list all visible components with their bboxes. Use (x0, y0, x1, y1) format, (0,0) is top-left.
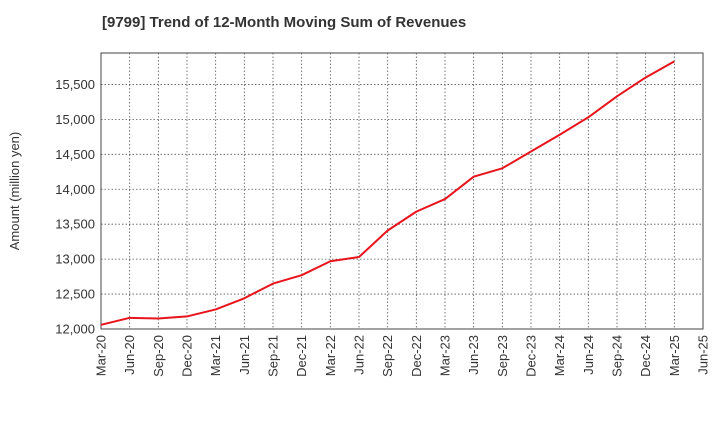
y-tick-label: 15,500 (55, 77, 95, 92)
grid-lines (100, 53, 704, 330)
x-tick-label: Dec-23 (524, 335, 539, 377)
x-tick-label: Sep-20 (151, 335, 166, 377)
y-tick-label: 14,500 (55, 147, 95, 162)
y-tick-label: 14,000 (55, 182, 95, 197)
x-tick-label: Sep-22 (380, 335, 395, 377)
x-tick-label: Sep-24 (610, 335, 625, 377)
x-tick-label: Dec-22 (409, 335, 424, 377)
x-tick-label: Jun-23 (466, 335, 481, 375)
y-tick-label: 12,500 (55, 287, 95, 302)
series-layer (100, 60, 675, 326)
x-tick-label: Mar-23 (438, 335, 453, 376)
x-tick-labels: Mar-20 Jun-20 Sep-20 Dec-20 Mar-21 Jun-21 Sep-… (94, 335, 711, 377)
y-tick-label: 13,000 (55, 252, 95, 267)
x-tick-label: Mar-24 (552, 335, 567, 376)
x-tick-label: Sep-23 (495, 335, 510, 377)
y-tick-label: 15,000 (55, 112, 95, 127)
x-tick-label: Dec-24 (638, 335, 653, 377)
x-tick-label: Jun-22 (352, 335, 367, 375)
plot-frame (100, 52, 704, 330)
x-tick-label: Mar-20 (94, 335, 109, 376)
y-tick-label: 12,000 (55, 322, 95, 337)
x-tick-label: Jun-24 (581, 335, 596, 375)
x-tick-label: Jun-20 (122, 335, 137, 375)
x-tick-label: Sep-21 (266, 335, 281, 377)
x-tick-label: Mar-22 (323, 335, 338, 376)
series-line (100, 60, 675, 326)
y-axis-title: Amount (million yen) (7, 132, 22, 251)
y-tick-label: 13,500 (55, 217, 95, 232)
x-tick-label: Dec-21 (294, 335, 309, 377)
chart-title: [9799] Trend of 12-Month Moving Sum of R… (102, 14, 467, 31)
y-tick-labels: 12,000 12,500 13,000 13,500 14,000 14,500 15,0… (55, 77, 95, 337)
x-tick-label: Jun-25 (696, 335, 711, 375)
x-tick-label: Jun-21 (237, 335, 252, 375)
x-tick-label: Mar-25 (667, 335, 682, 376)
x-tick-label: Mar-21 (208, 335, 223, 376)
x-tick-label: Dec-20 (180, 335, 195, 377)
